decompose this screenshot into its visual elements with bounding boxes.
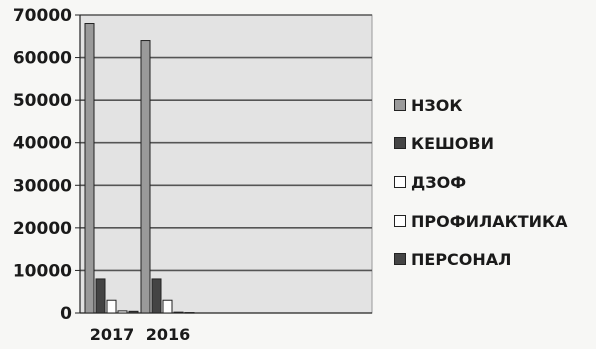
legend-swatch	[394, 176, 406, 188]
legend-label: КЕШОВИ	[411, 133, 494, 153]
legend-swatch	[394, 215, 406, 227]
bar	[173, 311, 184, 314]
legend-label: ДЗОФ	[411, 172, 467, 192]
x-category-label: 2017	[90, 325, 135, 344]
y-tick-label: 10000	[13, 261, 72, 281]
gridlines	[80, 14, 372, 272]
legend-swatch	[394, 253, 406, 265]
legend-label: ПРОФИЛАКТИКА	[411, 211, 568, 231]
bar	[184, 312, 195, 314]
bars	[84, 23, 195, 314]
bar	[84, 23, 95, 314]
x-category-label: 2016	[146, 325, 191, 344]
legend-item: ДЗОФ	[394, 171, 466, 193]
bar	[140, 40, 151, 314]
legend-label: ПЕРСОНАЛ	[411, 249, 512, 269]
bar	[162, 299, 173, 314]
legend-item: ПРОФИЛАКТИКА	[394, 210, 568, 232]
y-tick-label: 30000	[13, 176, 72, 196]
x-axis-categories: 2017 2016	[90, 325, 191, 344]
y-tick-label: 0	[60, 304, 72, 324]
bar	[117, 310, 128, 314]
y-axis-ticks: 0 10000 20000 30000 40000 50000 60000 70000	[13, 6, 80, 324]
legend-item: КЕШОВИ	[394, 132, 494, 154]
plot-area	[79, 14, 373, 314]
y-tick-label: 50000	[13, 91, 72, 111]
legend-item: ПЕРСОНАЛ	[394, 248, 511, 270]
bar	[128, 310, 139, 314]
y-tick-label: 60000	[13, 49, 72, 69]
bar	[151, 278, 162, 314]
bar	[106, 299, 117, 314]
legend-item: НЗОК	[394, 94, 462, 116]
y-tick-label: 40000	[13, 134, 72, 154]
legend: НЗОК КЕШОВИ ДЗОФ ПРОФИЛАКТИКА ПЕРСОНАЛ	[394, 80, 594, 275]
bar	[95, 278, 106, 314]
legend-swatch	[394, 137, 406, 149]
legend-swatch	[394, 99, 406, 111]
legend-label: НЗОК	[411, 95, 463, 115]
y-tick-label: 70000	[13, 6, 72, 26]
y-tick-label: 20000	[13, 219, 72, 239]
